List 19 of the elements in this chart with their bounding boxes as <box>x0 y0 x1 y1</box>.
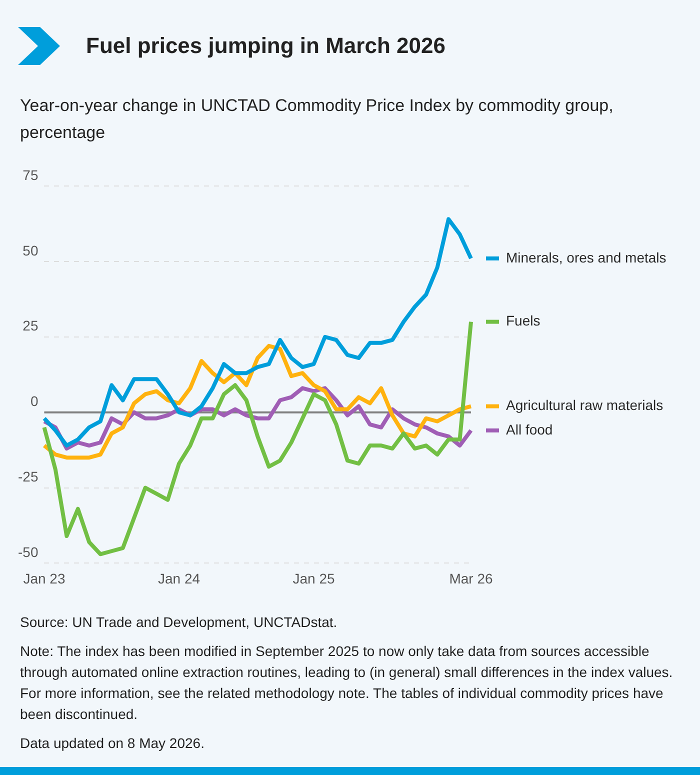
y-tick-label: 75 <box>22 166 38 183</box>
legend-label: Minerals, ores and metals <box>506 249 666 266</box>
y-tick-label: 0 <box>30 393 38 410</box>
y-tick-label: 25 <box>22 318 38 334</box>
text: Data updated on 8 May 2026. <box>20 734 206 753</box>
y-tick-label: -50 <box>18 544 38 560</box>
x-tick-label: Mar 26 <box>449 570 493 586</box>
legend-label: Fuels <box>506 312 540 329</box>
text: Note: The index has been modified in September 2025 to now only take data from sources accessible through automated online extraction routines, leading to (in general) small differences in the index values. For more information, see the related methodology note. The tables of individual commodity prices have been discontinued. <box>20 642 674 724</box>
source-note: Source: UN Trade and Development, UNCTADstat. <box>20 613 338 632</box>
y-tick-label: -25 <box>18 468 38 485</box>
chart-subtitle: Year-on-year change in UNCTAD Commodity Price Index by commodity group, percentage <box>20 95 614 144</box>
x-tick-label: Jan 25 <box>292 570 335 586</box>
legend-label: All food <box>506 421 553 438</box>
x-tick-label: Jan 23 <box>23 570 66 586</box>
chart-title: Fuel prices jumping in March 2026 <box>86 33 446 59</box>
x-tick-label: Jan 24 <box>158 570 200 586</box>
y-tick-label: 50 <box>22 242 38 258</box>
legend-label: Agricultural raw materials <box>506 397 664 414</box>
